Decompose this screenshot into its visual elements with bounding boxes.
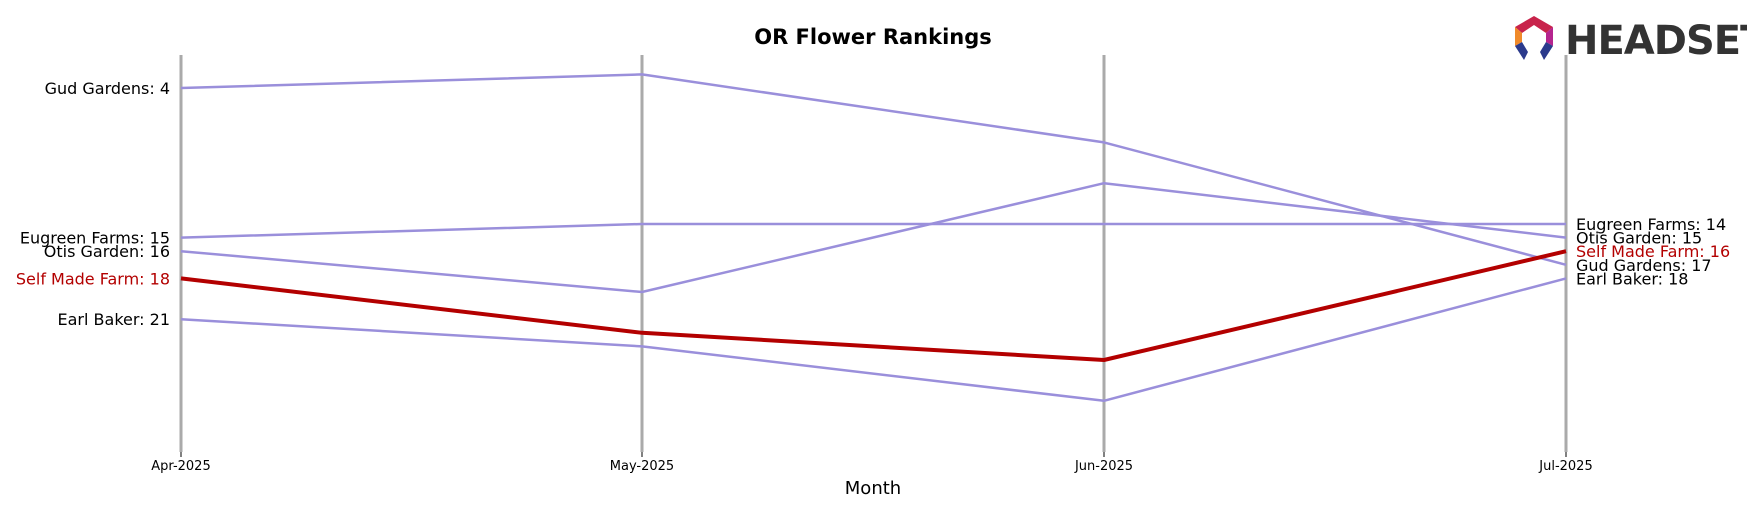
headset-logo: HEADSET xyxy=(1515,16,1747,64)
chart-title: OR Flower Rankings xyxy=(754,25,992,49)
end-label: Eugreen Farms: 14 xyxy=(1576,215,1726,234)
grid-lines xyxy=(179,55,1568,452)
start-label: Gud Gardens: 4 xyxy=(45,79,170,98)
series-line-eugreen-farms xyxy=(180,222,1566,239)
start-label: Earl Baker: 21 xyxy=(58,310,170,329)
headset-logo-icon xyxy=(1515,16,1553,60)
series-lines xyxy=(180,73,1567,403)
x-axis-label: Month xyxy=(845,478,901,499)
series-line-self-made-farm xyxy=(180,249,1567,362)
end-label: Gud Gardens: 17 xyxy=(1576,256,1712,275)
x-tick-label: Jul-2025 xyxy=(1538,459,1592,474)
x-tick-labels: Apr-2025 May-2025 Jun-2025 Jul-2025 xyxy=(151,452,1593,474)
x-tick-label: May-2025 xyxy=(610,459,674,474)
headset-logo-text: HEADSET xyxy=(1565,18,1747,64)
series-line-otis-garden xyxy=(180,181,1567,294)
end-label: Earl Baker: 18 xyxy=(1576,269,1688,288)
end-label: Otis Garden: 15 xyxy=(1576,229,1702,248)
x-tick-label: Jun-2025 xyxy=(1074,459,1133,474)
end-label: Self Made Farm: 16 xyxy=(1576,242,1730,261)
x-tick-label: Apr-2025 xyxy=(151,459,210,474)
series-line-gud-gardens xyxy=(180,73,1567,267)
start-label: Eugreen Farms: 15 xyxy=(20,229,170,248)
start-label: Self Made Farm: 18 xyxy=(16,269,170,288)
series-line-earl-baker xyxy=(180,277,1567,403)
start-label: Otis Garden: 16 xyxy=(44,242,170,261)
